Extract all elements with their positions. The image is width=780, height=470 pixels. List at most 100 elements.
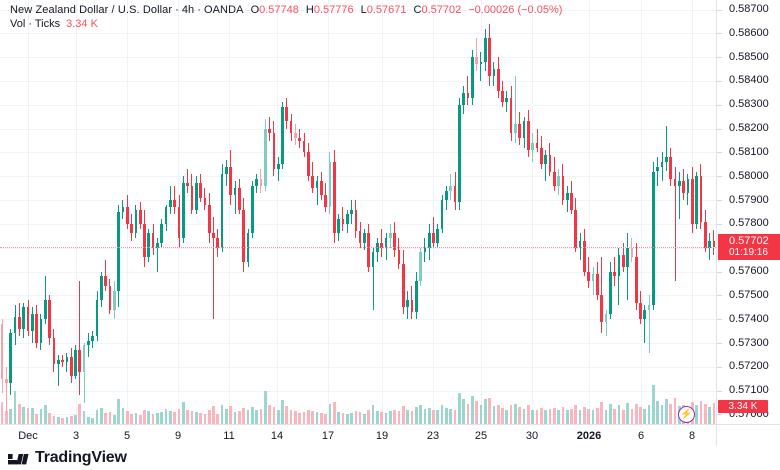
current-price-tag[interactable]: 0.57702 01:19:16 — [718, 234, 780, 261]
volume-bar — [220, 405, 224, 424]
candle-body — [613, 271, 616, 277]
gridline-horizontal — [0, 414, 716, 415]
candle-wick — [627, 233, 629, 301]
volume-bar — [22, 407, 26, 424]
gridline-vertical — [28, 0, 29, 424]
price-tick-mark — [717, 295, 722, 296]
volume-bar — [483, 398, 487, 424]
bar-countdown: 01:19:16 — [729, 247, 768, 259]
volume-bar — [9, 409, 13, 424]
candle-wick — [87, 333, 89, 358]
candle-body — [78, 350, 82, 372]
volume-bar — [423, 408, 427, 424]
candle-body — [354, 209, 358, 232]
volume-bar — [82, 411, 86, 424]
volume-bar — [583, 407, 586, 424]
candle-body — [436, 228, 440, 243]
candle-body — [410, 300, 414, 313]
candle-wick — [614, 257, 616, 286]
time-axis[interactable]: Dec 3 5 9 11 14 17 19 23 25 30 2026 6 8 — [0, 424, 716, 446]
volume-bar — [207, 409, 211, 424]
price-tick-mark — [717, 10, 722, 11]
lightning-bolt-icon[interactable]: ⚡ — [678, 406, 695, 423]
price-tick-mark — [717, 129, 722, 130]
volume-bar — [48, 412, 51, 424]
candle-body — [104, 276, 107, 286]
tradingview-logo-icon — [8, 453, 29, 464]
time-axis-label: 25 — [474, 430, 488, 442]
volume-bar — [639, 407, 642, 424]
volume-bar — [574, 405, 578, 424]
chart-gridlines — [0, 0, 716, 424]
volume-bar — [522, 408, 526, 424]
candle-body — [652, 171, 655, 305]
volume-bar — [302, 412, 306, 424]
tradingview-watermark[interactable]: TradingView — [8, 449, 127, 467]
candle-body — [708, 240, 711, 248]
volume-bar — [393, 410, 396, 424]
candle-body — [39, 319, 43, 343]
volume-bar — [695, 404, 698, 424]
candle-body — [276, 164, 280, 170]
candle-body — [87, 340, 90, 346]
volume-bar — [466, 403, 470, 424]
volume-bar — [337, 412, 340, 424]
candle-body — [660, 161, 664, 167]
candle-body — [608, 271, 612, 315]
price-tick-mark — [717, 200, 722, 201]
time-axis-label: 3 — [72, 430, 80, 442]
candle-body — [22, 307, 26, 329]
current-price-value: 0.57702 — [729, 235, 769, 248]
candle-body — [462, 92, 465, 105]
candle-body — [302, 140, 306, 153]
candle-body — [117, 212, 120, 291]
candle-body — [656, 166, 660, 172]
candle-body — [501, 90, 504, 103]
volume-bar — [509, 404, 513, 424]
chart-plot-area[interactable]: ⚡ — [0, 0, 716, 424]
gridline-horizontal — [0, 391, 716, 392]
volume-bar — [26, 407, 30, 424]
candle-body — [242, 209, 246, 262]
volume-bar — [341, 412, 345, 424]
volume-bar — [43, 405, 47, 424]
price-tick-mark — [717, 391, 722, 392]
candle-body — [18, 316, 21, 329]
candle-body — [557, 176, 560, 186]
candle-body — [48, 300, 51, 339]
volume-axis-tag[interactable]: 3.34 K — [718, 400, 768, 413]
candle-body — [138, 209, 142, 224]
gridline-vertical — [382, 0, 383, 424]
price-tick-mark — [717, 272, 722, 273]
gridline-horizontal — [0, 81, 716, 82]
candle-body — [626, 247, 629, 267]
volume-bar — [250, 407, 254, 424]
candle-body — [406, 300, 409, 308]
candle-body — [565, 192, 569, 201]
price-axis[interactable]: 0.57702 01:19:16 3.34 K 0.58700 0.58600 0.… — [716, 0, 780, 424]
volume-bar — [488, 397, 491, 424]
candle-body — [108, 285, 112, 310]
axis-corner — [716, 424, 780, 446]
candle-wick — [674, 166, 676, 282]
candle-body — [61, 359, 64, 363]
candle-body — [665, 157, 668, 162]
candle-body — [639, 302, 642, 320]
volume-bar — [363, 413, 366, 424]
volume-bar — [130, 413, 133, 424]
volume-bar — [5, 411, 8, 424]
candle-wick — [605, 309, 607, 336]
candle-body — [621, 254, 625, 267]
price-axis-label: 0.57600 — [729, 265, 769, 278]
volume-bar — [406, 409, 409, 424]
candle-wick — [79, 281, 81, 396]
candle-wick — [83, 343, 85, 403]
candle-wick — [5, 366, 7, 415]
gridline-horizontal — [0, 129, 716, 130]
time-axis-label: 17 — [321, 430, 335, 442]
volume-bar — [298, 412, 302, 424]
volume-bar — [354, 411, 358, 424]
candle-body — [363, 233, 366, 243]
gridline-horizontal — [0, 200, 716, 201]
